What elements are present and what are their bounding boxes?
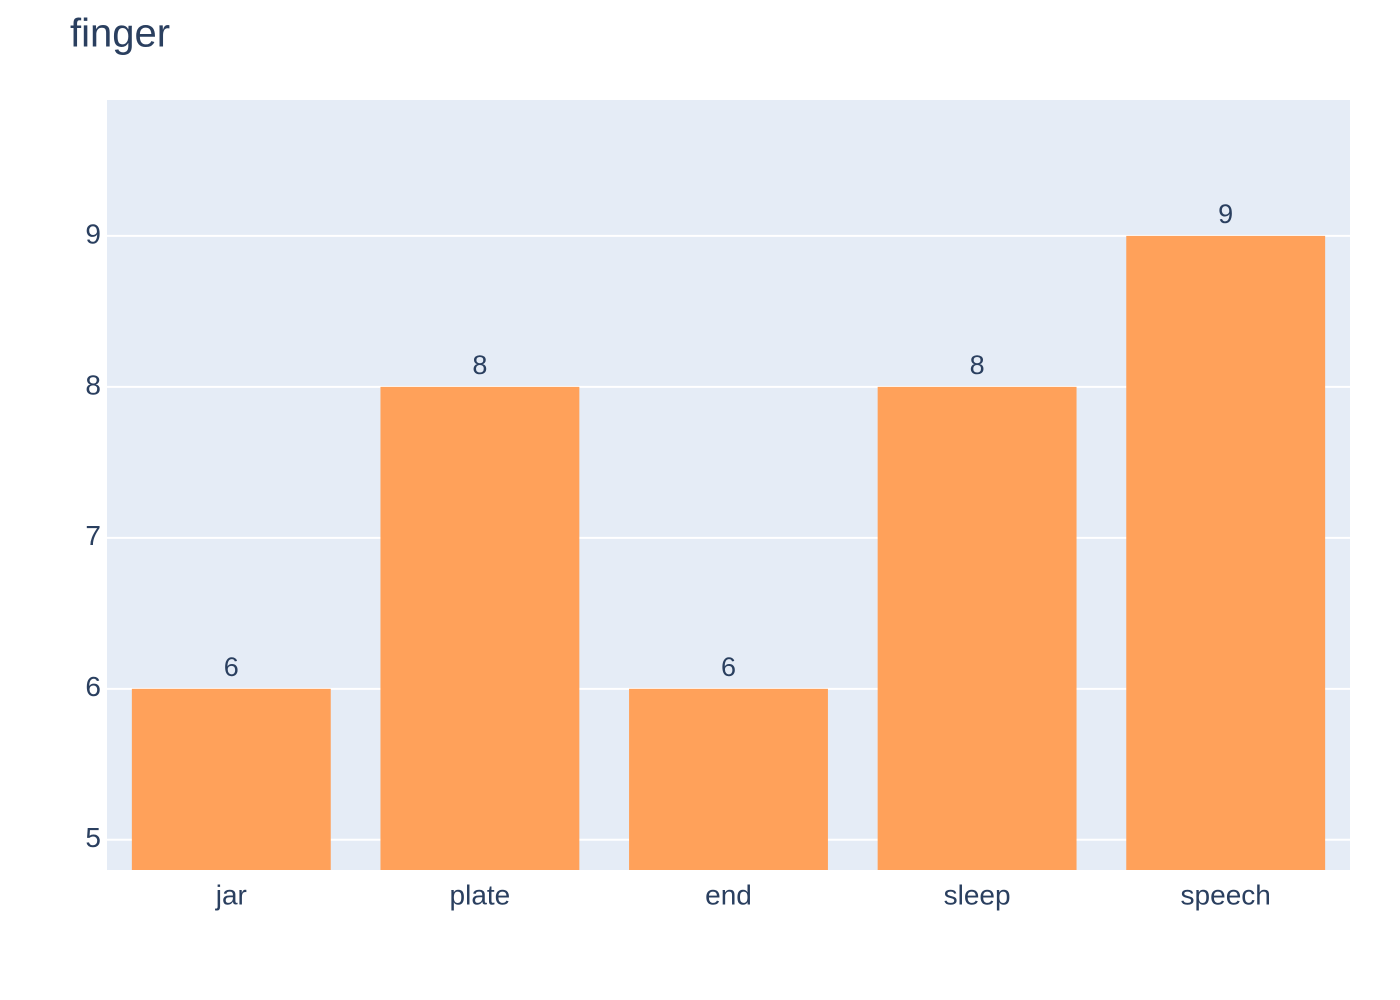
chart-title: finger bbox=[70, 12, 170, 56]
data-label: 6 bbox=[224, 652, 239, 682]
bar bbox=[1126, 235, 1326, 871]
data-label: 6 bbox=[721, 652, 736, 682]
x-tick-label: speech bbox=[1181, 879, 1271, 910]
bar bbox=[131, 688, 331, 870]
y-tick-label: 6 bbox=[85, 671, 101, 702]
y-tick-label: 9 bbox=[85, 218, 101, 249]
bar bbox=[380, 386, 580, 870]
data-label: 9 bbox=[1218, 199, 1233, 229]
x-tick-label: jar bbox=[215, 879, 247, 910]
y-tick-label: 5 bbox=[85, 822, 101, 853]
x-tick-label: plate bbox=[450, 879, 511, 910]
data-label: 8 bbox=[970, 350, 985, 380]
bar bbox=[877, 386, 1077, 870]
bar bbox=[629, 688, 828, 870]
x-tick-label: end bbox=[705, 879, 752, 910]
y-tick-label: 7 bbox=[85, 520, 101, 551]
y-tick-label: 8 bbox=[85, 369, 101, 400]
x-tick-label: sleep bbox=[944, 879, 1011, 910]
data-label: 8 bbox=[472, 350, 487, 380]
